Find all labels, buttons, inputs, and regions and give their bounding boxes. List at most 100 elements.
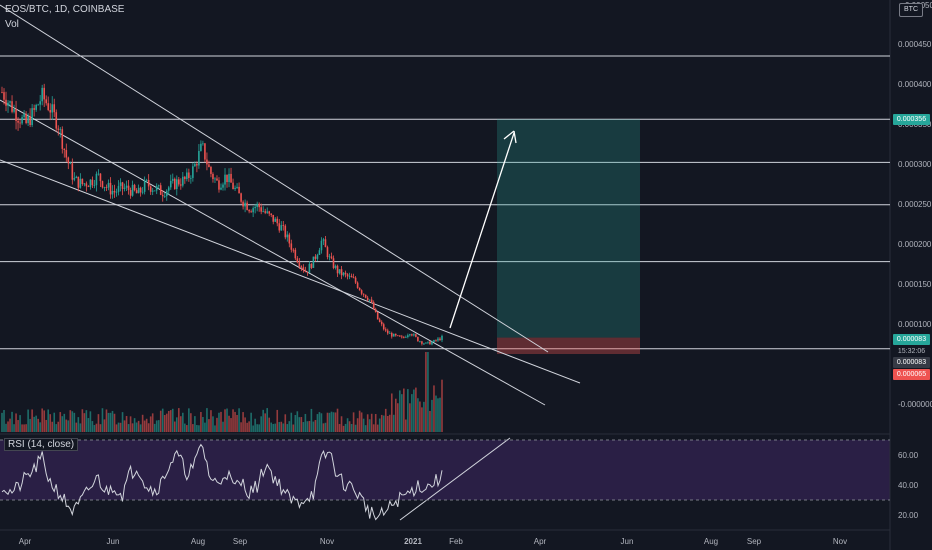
volume-bar xyxy=(364,425,367,432)
candle-body xyxy=(73,178,76,180)
volume-bar xyxy=(396,403,399,432)
unit-selector[interactable]: BTC xyxy=(899,3,923,17)
candle-body xyxy=(111,190,114,195)
volume-bar xyxy=(107,412,110,432)
candle-body xyxy=(141,191,144,193)
candle-body xyxy=(117,186,120,192)
candle-body xyxy=(175,179,178,190)
candle-body xyxy=(135,190,138,194)
candle-body xyxy=(419,341,421,343)
volume-bar xyxy=(322,423,325,432)
candle-body xyxy=(330,256,333,259)
candle-body xyxy=(242,201,244,207)
volume-bar xyxy=(33,416,35,432)
volume-bar xyxy=(192,424,194,432)
candle-body xyxy=(312,256,315,268)
volume-bar xyxy=(330,411,333,432)
candle-body xyxy=(290,243,293,250)
time-tick-label: 2021 xyxy=(404,537,422,546)
volume-bar xyxy=(133,418,136,432)
time-axis[interactable]: Apr Jun Aug Sep Nov 2021 Feb Apr Jun Aug Sep Nov xyxy=(19,537,847,546)
candle-body xyxy=(340,269,343,276)
candle-body xyxy=(204,143,206,160)
volume-bar xyxy=(320,413,323,432)
volume-bar xyxy=(105,409,108,432)
trend-lines[interactable] xyxy=(0,4,581,521)
candle-body xyxy=(384,329,387,331)
volume-bar xyxy=(198,425,200,432)
volume-bar xyxy=(266,408,269,432)
candle-body xyxy=(113,190,116,193)
volume-bar xyxy=(228,415,230,432)
volume-bar xyxy=(407,389,409,432)
rsi-tick-label: 40.00 xyxy=(898,481,919,490)
volume-bar xyxy=(147,423,150,432)
candle-body xyxy=(423,343,425,345)
volume-bar xyxy=(95,423,98,432)
volume-bar xyxy=(296,411,299,432)
candle-body xyxy=(224,174,226,185)
candle-body xyxy=(310,263,313,268)
candle-body xyxy=(356,282,359,288)
candle-body xyxy=(362,293,365,295)
volume-bar xyxy=(268,417,271,432)
volume-bar xyxy=(139,424,142,432)
candle-body xyxy=(35,104,37,110)
volume-bar xyxy=(378,418,381,432)
candle-body xyxy=(218,180,220,190)
candle-body xyxy=(431,341,433,345)
candles xyxy=(1,83,443,346)
price-tick-label: 0.000400 xyxy=(898,80,932,89)
candle-body xyxy=(439,338,441,341)
volume-label[interactable]: Vol xyxy=(5,19,19,30)
symbol-title[interactable]: EOS/BTC, 1D, COINBASE xyxy=(5,4,125,15)
price-tick-label: 0.000200 xyxy=(898,240,932,249)
volume-bar xyxy=(75,422,78,432)
volume-bar xyxy=(415,387,417,432)
volume-bars xyxy=(1,352,443,432)
rsi-label[interactable]: RSI (14, close) xyxy=(4,438,79,451)
volume-bar xyxy=(188,408,190,432)
candle-body xyxy=(250,211,252,213)
candle-body xyxy=(119,182,122,187)
volume-bar xyxy=(352,412,355,432)
candle-body xyxy=(71,163,74,180)
candle-body xyxy=(386,330,389,334)
annotations[interactable] xyxy=(449,130,517,329)
volume-bar xyxy=(360,412,363,432)
volume-bar xyxy=(433,385,435,432)
volume-bar xyxy=(145,418,148,432)
rsi-tick-label: 20.00 xyxy=(898,511,919,520)
volume-bar xyxy=(246,422,248,432)
volume-bar xyxy=(362,418,365,432)
volume-bar xyxy=(411,394,413,432)
volume-bar xyxy=(21,424,23,432)
volume-bar xyxy=(47,409,50,432)
volume-bar xyxy=(83,413,86,432)
volume-bar xyxy=(137,420,140,432)
candle-body xyxy=(31,108,33,126)
time-tick-label: Sep xyxy=(747,537,762,546)
volume-bar xyxy=(17,420,19,432)
position-tool[interactable] xyxy=(497,119,640,354)
volume-bar xyxy=(421,407,423,432)
time-tick-label: Jun xyxy=(621,537,634,546)
countdown-badge: 15:32:06 xyxy=(893,346,930,357)
volume-bar xyxy=(431,399,433,432)
candle-body xyxy=(230,173,232,183)
candle-body xyxy=(184,176,186,180)
candle-body xyxy=(77,176,80,188)
candle-body xyxy=(409,334,411,336)
volume-bar xyxy=(93,425,96,432)
volume-bar xyxy=(306,421,309,432)
volume-bar xyxy=(354,424,357,432)
candle-body xyxy=(298,262,301,267)
target-price-badge: 0.000356 xyxy=(893,114,930,125)
candle-body xyxy=(286,234,289,238)
candle-body xyxy=(208,164,210,167)
candle-body xyxy=(123,187,126,189)
volume-bar xyxy=(167,410,170,432)
time-tick-label: Nov xyxy=(320,537,334,546)
volume-bar xyxy=(388,414,391,432)
